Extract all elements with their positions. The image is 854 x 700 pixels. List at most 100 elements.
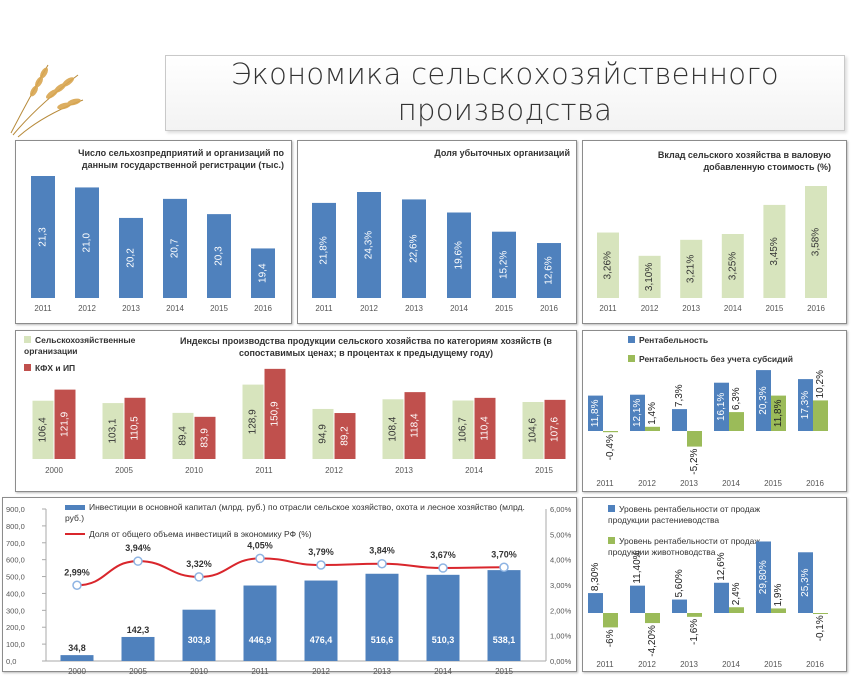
line-point xyxy=(377,558,387,569)
x-tick-label: 2011 xyxy=(255,466,273,475)
line-value-label: 3,94% xyxy=(125,543,151,553)
bar-value-label: 12,1% xyxy=(632,399,643,427)
x-tick-label: 2011 xyxy=(34,304,52,313)
bar xyxy=(544,399,566,459)
chart-title: Доля убыточных организаций xyxy=(338,147,570,159)
bar xyxy=(382,399,404,459)
bar-value-label: 89,4 xyxy=(178,426,189,446)
bar xyxy=(537,243,561,298)
chart-svg: 8,30% -6% 2011 11,40% -4,20% 2012 5,60% -1,6% 20… xyxy=(588,541,828,669)
bar xyxy=(645,426,660,431)
bar-value-label: 2,4% xyxy=(731,582,742,605)
bar xyxy=(729,412,744,431)
x-tick-label: 2015 xyxy=(495,304,513,313)
legend-label: Рентабельность без учета субсидий xyxy=(639,354,793,364)
x-tick-label: 2005 xyxy=(129,667,147,676)
bar xyxy=(264,368,286,459)
bar-value-label: 15,2% xyxy=(499,251,510,279)
chart-svg: 106,4 121,9 2000 103,1 110,5 2005 89,4 83,9 2010… xyxy=(32,368,566,475)
legend-swatch xyxy=(608,505,615,512)
bar xyxy=(522,402,544,459)
x-tick-label: 2010 xyxy=(185,466,203,475)
y-left-tick-label: 300,0 xyxy=(6,606,25,615)
x-tick-label: 2011 xyxy=(251,667,269,676)
bar xyxy=(798,379,813,431)
bar-value-label: -5,2% xyxy=(689,448,700,474)
line-point xyxy=(438,563,448,573)
bar xyxy=(243,585,277,661)
bar xyxy=(687,613,702,617)
chart-title: Индексы производства продукции сельского… xyxy=(166,335,566,359)
x-tick-label: 2015 xyxy=(210,304,228,313)
x-tick-label: 2012 xyxy=(325,466,343,475)
chart-sales-profitability: Уровень рентабельности от продаж продукц… xyxy=(582,497,847,672)
bar xyxy=(771,608,786,613)
legend-label: КФХ и ИП xyxy=(35,363,76,373)
y-left-tick-label: 600,0 xyxy=(6,556,25,565)
bar xyxy=(32,400,54,459)
wheat-ears-icon xyxy=(10,64,84,138)
line-point xyxy=(316,560,326,570)
bar-value-label: 3,25% xyxy=(727,252,738,280)
x-tick-label: 2000 xyxy=(68,667,86,676)
bar xyxy=(194,416,216,459)
bar-value-label: 104,6 xyxy=(528,418,539,443)
x-tick-label: 2012 xyxy=(638,479,656,488)
legend-item: Доля от общего объема инвестиций в эконо… xyxy=(65,529,312,540)
line-value-label: 3,32% xyxy=(186,559,212,569)
bar xyxy=(312,408,334,459)
bar xyxy=(492,231,516,298)
legend-item: Рентабельность без учета субсидий xyxy=(628,354,793,365)
legend-label: Уровень рентабельности от продаж продукц… xyxy=(608,504,761,525)
chart-svg: 3,26% 2011 3,10% 2012 3,21% 2013 3,25% 2014 3,45… xyxy=(597,186,827,313)
legend-item: КФХ и ИП xyxy=(24,363,75,374)
y-right-tick-label: 5,00% xyxy=(550,530,572,539)
x-tick-label: 2014 xyxy=(450,304,468,313)
line-point xyxy=(194,572,204,582)
y-left-tick-label: 700,0 xyxy=(6,539,25,548)
bar-value-label: 476,4 xyxy=(310,635,333,645)
bar xyxy=(182,609,216,661)
y-left-tick-label: 0,0 xyxy=(6,657,16,666)
chart-profitability: Рентабельность Рентабельность без учета … xyxy=(582,330,847,492)
x-tick-label: 2016 xyxy=(806,660,824,669)
x-tick-label: 2012 xyxy=(638,660,656,669)
legend-label: Доля от общего объема инвестиций в эконо… xyxy=(89,529,312,539)
bar-value-label: 21,3 xyxy=(38,227,49,247)
bar xyxy=(756,370,771,431)
y-left-tick-label: 800,0 xyxy=(6,522,25,531)
bar-value-label: 20,3 xyxy=(214,246,225,266)
bar xyxy=(357,192,381,298)
chart-title-line: данным государственной регистрации (тыс.… xyxy=(81,160,284,170)
x-tick-label: 2010 xyxy=(190,667,208,676)
bar-value-label: 110,5 xyxy=(130,416,141,441)
legend-label: Уровень рентабельности от продаж продукц… xyxy=(608,536,761,557)
bar-value-label: 83,9 xyxy=(200,428,211,448)
bar-value-label: 3,21% xyxy=(686,255,697,283)
y-left-tick-label: 100,0 xyxy=(6,640,25,649)
x-tick-label: 2012 xyxy=(360,304,378,313)
chart-svg: 11,8% -0,4% 2011 12,1% 1,4% 2012 7,3% -5,2% 2013… xyxy=(588,370,828,488)
legend-swatch xyxy=(24,336,31,343)
x-tick-label: 2013 xyxy=(405,304,423,313)
y-right-tick-label: 4,00% xyxy=(550,556,572,565)
x-tick-label: 2013 xyxy=(122,304,140,313)
bar xyxy=(588,395,603,431)
legend-label: Рентабельность xyxy=(639,335,709,345)
bar xyxy=(763,204,786,298)
legend-swatch xyxy=(65,533,85,535)
x-tick-label: 2016 xyxy=(806,479,824,488)
bar xyxy=(474,397,496,459)
bar xyxy=(672,409,687,431)
legend-swatch xyxy=(628,336,635,343)
bar-value-label: 89,2 xyxy=(340,426,351,446)
bar xyxy=(597,232,619,298)
x-tick-label: 2014 xyxy=(465,466,483,475)
bar-value-label: -0,4% xyxy=(605,434,616,460)
chart-title-line: Вклад сельского хозяйства в валовую xyxy=(657,150,831,160)
bar xyxy=(102,403,124,459)
bar xyxy=(603,613,618,628)
bar-value-label: 12,6% xyxy=(716,552,727,580)
bar-value-label: 8,30% xyxy=(590,563,601,591)
chart-svg: 21,3 2011 21,0 2012 20,2 2013 20,7 2014 20,3 2015… xyxy=(31,176,275,313)
